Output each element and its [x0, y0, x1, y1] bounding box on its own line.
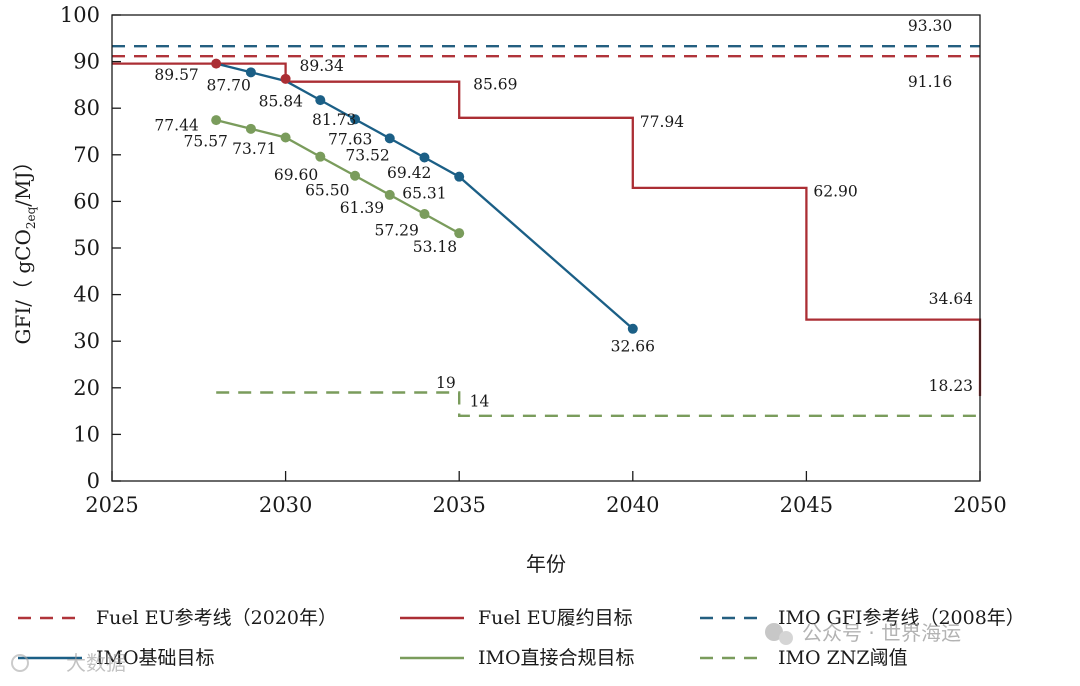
marker-imo_base — [419, 152, 430, 163]
data-label: 91.16 — [908, 73, 952, 91]
legend-label-fueleu_ref: Fuel EU参考线（2020年） — [96, 607, 337, 629]
x-tick-label: 2025 — [85, 493, 138, 517]
wechat-icon-bubble — [779, 631, 793, 645]
marker-imo_direct — [315, 151, 326, 162]
watermark-left: 大数据 — [11, 651, 126, 675]
plot-markers — [211, 58, 638, 334]
x-tick-label: 2050 — [953, 493, 1006, 517]
y-tick-label: 30 — [73, 329, 100, 353]
plot-lines — [112, 45, 982, 417]
data-label: 85.69 — [473, 76, 517, 94]
y-tick-label: 0 — [87, 469, 100, 493]
marker-imo_direct — [454, 228, 465, 239]
data-label: 62.90 — [813, 183, 857, 201]
data-label: 85.84 — [259, 92, 304, 110]
y-tick-label: 20 — [73, 376, 100, 400]
marker-imo_direct — [419, 209, 430, 220]
data-label: 73.71 — [232, 140, 276, 158]
x-tick-label: 2040 — [606, 493, 659, 517]
watermark-right-text: 公众号 · 世界海运 — [802, 621, 961, 645]
data-label: 77.44 — [154, 117, 199, 135]
y-tick-label: 80 — [73, 96, 100, 120]
data-labels: 93.30 91.16 89.57 89.34 85.69 77.94 62.90 34.64… — [154, 17, 973, 411]
marker-imo_base — [315, 95, 326, 106]
watermark-logo-icon — [11, 654, 29, 672]
marker-imo_direct — [245, 123, 256, 134]
y-tick-label: 60 — [73, 189, 100, 213]
x-tick-label: 2035 — [432, 493, 485, 517]
marker-imo_direct — [211, 115, 222, 126]
data-label: 61.39 — [340, 199, 384, 217]
x-axis-title: 年份 — [526, 552, 566, 576]
data-label: 32.66 — [611, 337, 655, 355]
series-line-imo_znz — [216, 391, 980, 417]
data-label: 89.57 — [154, 66, 198, 84]
data-label: 18.23 — [929, 377, 973, 395]
data-label: 89.34 — [299, 57, 344, 75]
axis-ticks: 2025 2030 2035 2040 2045 20500102030405060708… — [60, 3, 1007, 517]
data-label: 73.52 — [345, 146, 389, 164]
y-tick-label: 10 — [73, 422, 100, 446]
data-label: 53.18 — [413, 238, 457, 256]
legend-label-imo_ref: IMO GFI参考线（2008年） — [778, 607, 1025, 629]
marker-imo_base — [454, 171, 465, 182]
marker-imo_base — [627, 323, 638, 334]
series-line-fueleu_target — [112, 62, 982, 396]
data-label: 34.64 — [929, 290, 974, 308]
data-label: 87.70 — [207, 76, 251, 94]
data-label: 57.29 — [375, 221, 419, 239]
y-tick-label: 100 — [60, 3, 100, 27]
marker-imo_direct — [384, 189, 395, 200]
x-tick-label: 2045 — [780, 493, 833, 517]
data-label: 93.30 — [908, 17, 952, 35]
data-label: 81.73 — [312, 111, 356, 129]
legend-label-imo_base: IMO基础目标 — [96, 647, 215, 669]
marker-imo_direct — [350, 170, 361, 181]
marker-imo_base — [384, 133, 395, 144]
x-tick-label: 2030 — [259, 493, 312, 517]
marker-imo_base — [245, 67, 256, 78]
legend: Fuel EU参考线（2020年） Fuel EU履约目标 IMO GFI参考线（2… — [18, 607, 1025, 669]
data-label: 65.31 — [402, 185, 446, 203]
watermark-right: 公众号 · 世界海运 — [765, 621, 961, 645]
y-axis-title: GFI/（ gCO2eq/MJ） — [11, 151, 38, 344]
watermark-left-text: 大数据 — [66, 651, 126, 675]
legend-label-imo_direct: IMO直接合规目标 — [478, 647, 635, 669]
y-tick-label: 50 — [73, 236, 100, 260]
marker-imo_direct — [280, 132, 291, 143]
data-label: 69.60 — [274, 166, 318, 184]
data-label: 77.94 — [640, 113, 685, 131]
data-label: 75.57 — [184, 132, 228, 150]
data-label: 14 — [470, 392, 490, 410]
data-label: 65.50 — [305, 181, 349, 199]
marker-fueleu_target — [280, 73, 291, 84]
data-label: 77.63 — [328, 131, 372, 149]
marker-fueleu_target — [211, 58, 222, 69]
series-line-imo_direct — [215, 118, 460, 235]
marker-imo_base — [350, 114, 361, 125]
y-tick-label: 70 — [73, 143, 100, 167]
y-tick-label: 40 — [73, 283, 100, 307]
data-label: 19 — [436, 374, 456, 392]
y-tick-label: 90 — [73, 50, 100, 74]
wechat-icon — [765, 623, 783, 641]
legend-label-imo_znz: IMO ZNZ阈值 — [778, 647, 908, 669]
legend-label-fueleu_target: Fuel EU履约目标 — [478, 607, 633, 629]
data-label: 69.42 — [387, 164, 431, 182]
